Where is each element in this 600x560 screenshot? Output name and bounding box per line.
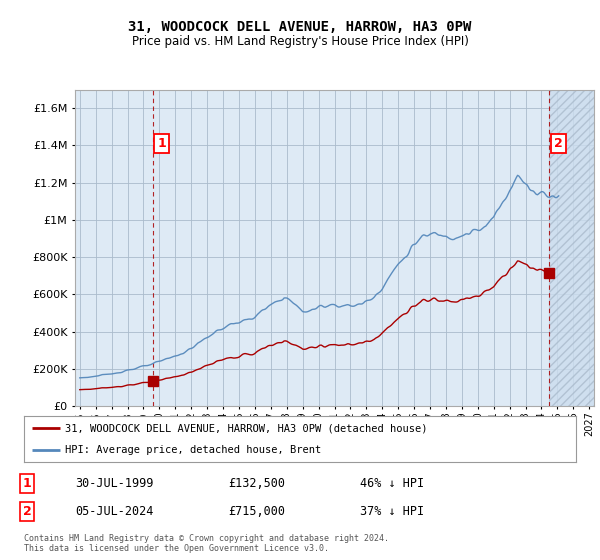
Text: 2: 2 [23,505,31,518]
Text: 2: 2 [554,137,563,150]
Text: £715,000: £715,000 [228,505,285,518]
Text: £132,500: £132,500 [228,477,285,490]
Text: 46% ↓ HPI: 46% ↓ HPI [360,477,424,490]
Bar [550,90,594,406]
Text: Price paid vs. HM Land Registry's House Price Index (HPI): Price paid vs. HM Land Registry's House … [131,35,469,48]
Text: 30-JUL-1999: 30-JUL-1999 [75,477,154,490]
Text: Contains HM Land Registry data © Crown copyright and database right 2024.
This d: Contains HM Land Registry data © Crown c… [24,534,389,553]
Text: 31, WOODCOCK DELL AVENUE, HARROW, HA3 0PW: 31, WOODCOCK DELL AVENUE, HARROW, HA3 0P… [128,20,472,34]
Text: 37% ↓ HPI: 37% ↓ HPI [360,505,424,518]
Text: 1: 1 [157,137,166,150]
Text: 1: 1 [23,477,31,490]
Text: HPI: Average price, detached house, Brent: HPI: Average price, detached house, Bren… [65,445,322,455]
Text: 05-JUL-2024: 05-JUL-2024 [75,505,154,518]
Text: 31, WOODCOCK DELL AVENUE, HARROW, HA3 0PW (detached house): 31, WOODCOCK DELL AVENUE, HARROW, HA3 0P… [65,423,428,433]
